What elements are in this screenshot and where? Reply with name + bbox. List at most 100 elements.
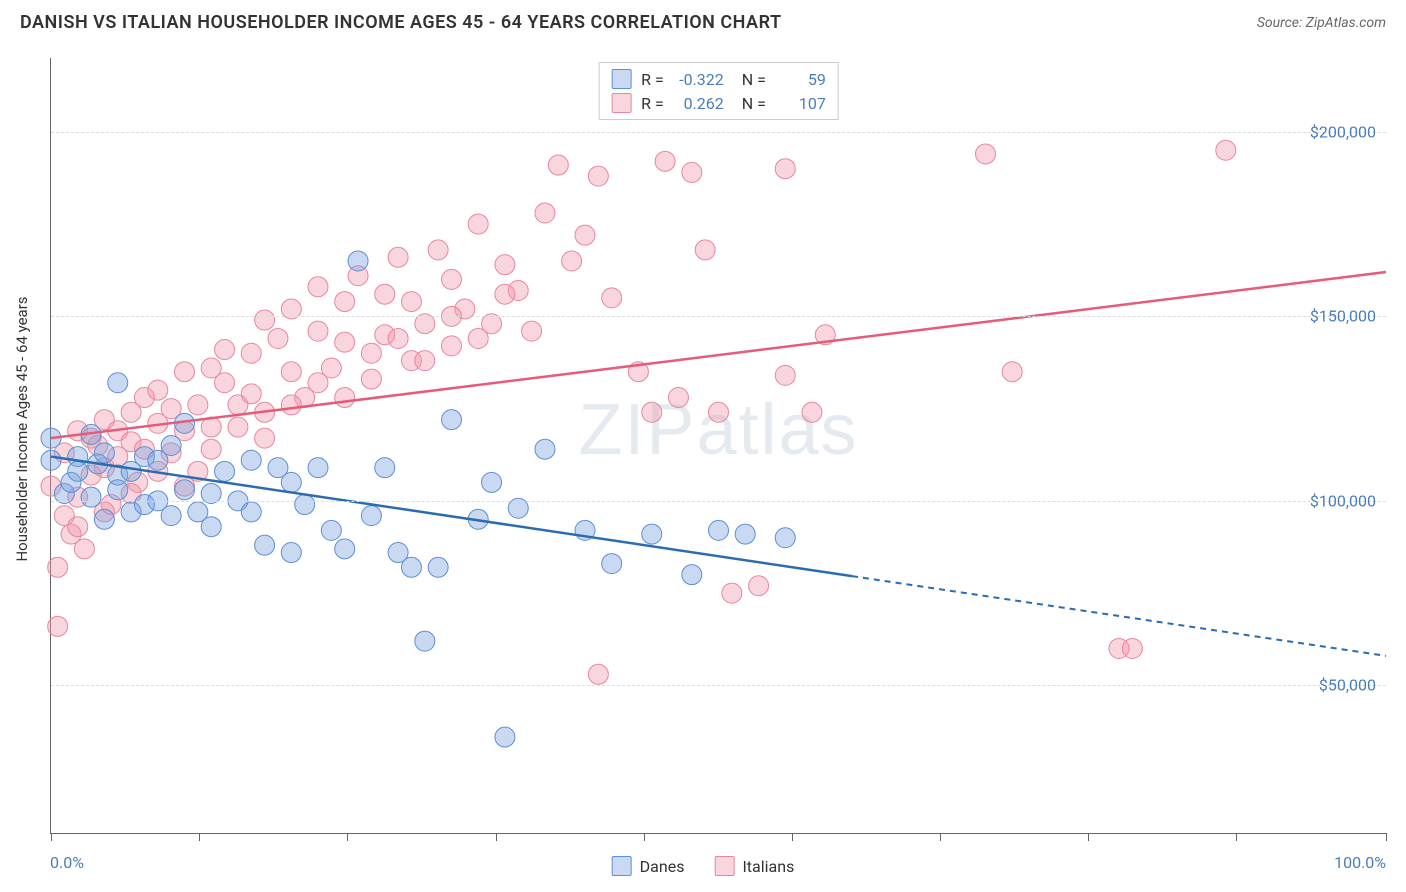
data-point [522, 321, 542, 341]
legend-swatch-italians [611, 93, 631, 113]
data-point [255, 428, 275, 448]
data-point [361, 343, 381, 363]
y-tick-label: $50,000 [1319, 676, 1376, 695]
data-point [94, 443, 114, 463]
y-tick-label: $100,000 [1310, 491, 1376, 510]
x-axis-min: 0.0% [50, 853, 84, 872]
data-point [682, 162, 702, 182]
data-point [388, 328, 408, 348]
data-point [108, 480, 128, 500]
scatter-chart: ZIPatlas R =-0.322 N =59 R =0.262 N =107… [50, 58, 1386, 834]
data-point [802, 402, 822, 422]
data-point [41, 450, 61, 470]
data-point [535, 439, 555, 459]
data-point [428, 240, 448, 260]
data-point [335, 388, 355, 408]
data-point [668, 388, 688, 408]
n-value-danes: 59 [776, 70, 826, 89]
r-value-italians: 0.262 [674, 94, 724, 113]
data-point [415, 351, 435, 371]
data-point [74, 539, 94, 559]
legend-item-danes: Danes [612, 856, 685, 876]
y-tick-label: $200,000 [1310, 122, 1376, 141]
data-point [709, 520, 729, 540]
data-point [295, 495, 315, 515]
data-point [468, 328, 488, 348]
legend-row-italians: R =0.262 N =107 [611, 91, 826, 115]
series-legend: Danes Italians [612, 856, 795, 876]
data-point [401, 292, 421, 312]
data-point [535, 203, 555, 223]
data-point [281, 472, 301, 492]
legend-swatch-italians-icon [714, 856, 734, 876]
data-point [201, 439, 221, 459]
x-axis-max: 100.0% [1334, 853, 1386, 872]
data-point [281, 543, 301, 563]
data-point [388, 247, 408, 267]
data-point [401, 557, 421, 577]
data-point [468, 214, 488, 234]
data-point [175, 362, 195, 382]
plot-svg [51, 58, 1386, 833]
data-point [682, 565, 702, 585]
data-point [442, 410, 462, 430]
data-point [215, 340, 235, 360]
data-point [161, 436, 181, 456]
data-point [335, 332, 355, 352]
data-point [108, 373, 128, 393]
data-point [241, 343, 261, 363]
data-point [548, 155, 568, 175]
data-point [241, 450, 261, 470]
data-point [335, 539, 355, 559]
data-point [775, 528, 795, 548]
data-point [48, 616, 68, 636]
legend-item-italians: Italians [714, 856, 794, 876]
data-point [695, 240, 715, 260]
data-point [241, 384, 261, 404]
data-point [602, 288, 622, 308]
data-point [562, 251, 582, 271]
data-point [94, 509, 114, 529]
y-tick-label: $150,000 [1310, 307, 1376, 326]
data-point [308, 458, 328, 478]
data-point [215, 461, 235, 481]
data-point [375, 458, 395, 478]
data-point [749, 576, 769, 596]
data-point [361, 506, 381, 526]
data-point [335, 292, 355, 312]
legend-row-danes: R =-0.322 N =59 [611, 67, 826, 91]
data-point [1002, 362, 1022, 382]
source-attribution: Source: ZipAtlas.com [1257, 15, 1386, 31]
data-point [588, 166, 608, 186]
legend-label-danes: Danes [640, 857, 685, 876]
correlation-legend: R =-0.322 N =59 R =0.262 N =107 [598, 62, 839, 120]
data-point [709, 402, 729, 422]
data-point [81, 487, 101, 507]
data-point [976, 144, 996, 164]
data-point [255, 535, 275, 555]
data-point [188, 395, 208, 415]
data-point [588, 664, 608, 684]
data-point [775, 365, 795, 385]
data-point [495, 727, 515, 747]
data-point [482, 472, 502, 492]
chart-title: DANISH VS ITALIAN HOUSEHOLDER INCOME AGE… [20, 12, 782, 33]
data-point [348, 251, 368, 271]
legend-swatch-danes-icon [612, 856, 632, 876]
data-point [655, 151, 675, 171]
y-axis-label: Householder Income Ages 45 - 64 years [13, 296, 31, 561]
data-point [48, 557, 68, 577]
r-value-danes: -0.322 [674, 70, 724, 89]
data-point [442, 336, 462, 356]
data-point [775, 159, 795, 179]
data-point [228, 417, 248, 437]
data-point [361, 369, 381, 389]
data-point [602, 554, 622, 574]
data-point [308, 321, 328, 341]
data-point [308, 373, 328, 393]
data-point [1122, 638, 1142, 658]
data-point [241, 502, 261, 522]
data-point [321, 520, 341, 540]
data-point [161, 506, 181, 526]
data-point [281, 395, 301, 415]
